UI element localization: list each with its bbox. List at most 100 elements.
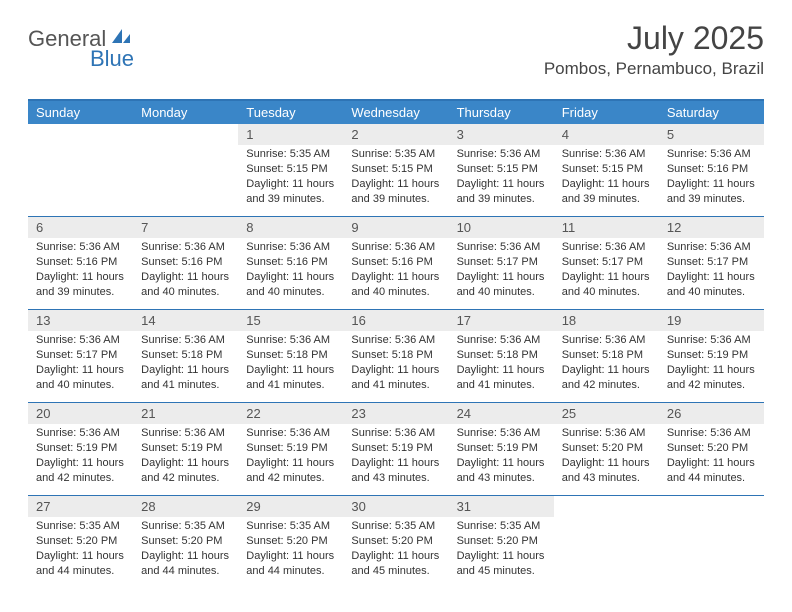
day-daylight2: and 40 minutes. (562, 285, 651, 300)
day-daylight1: Daylight: 11 hours (36, 363, 125, 378)
day-number: 19 (659, 310, 764, 331)
month-title: July 2025 (544, 20, 764, 57)
day-sunset: Sunset: 5:19 PM (141, 441, 230, 456)
day-cell: 7Sunrise: 5:36 AMSunset: 5:16 PMDaylight… (133, 217, 238, 309)
day-daylight1: Daylight: 11 hours (667, 270, 756, 285)
day-body: Sunrise: 5:36 AMSunset: 5:16 PMDaylight:… (659, 145, 764, 206)
day-daylight2: and 42 minutes. (667, 378, 756, 393)
day-sunrise: Sunrise: 5:35 AM (36, 519, 125, 534)
day-daylight1: Daylight: 11 hours (246, 549, 335, 564)
dayheader-monday: Monday (133, 101, 238, 124)
week-row: 1Sunrise: 5:35 AMSunset: 5:15 PMDaylight… (28, 124, 764, 216)
day-body: Sunrise: 5:36 AMSunset: 5:16 PMDaylight:… (28, 238, 133, 299)
day-daylight1: Daylight: 11 hours (246, 363, 335, 378)
day-number: 1 (238, 124, 343, 145)
week-row: 20Sunrise: 5:36 AMSunset: 5:19 PMDayligh… (28, 402, 764, 495)
day-daylight1: Daylight: 11 hours (351, 270, 440, 285)
day-daylight1: Daylight: 11 hours (141, 456, 230, 471)
day-sunrise: Sunrise: 5:36 AM (36, 426, 125, 441)
day-daylight2: and 41 minutes. (457, 378, 546, 393)
day-body: Sunrise: 5:36 AMSunset: 5:19 PMDaylight:… (133, 424, 238, 485)
day-cell: 11Sunrise: 5:36 AMSunset: 5:17 PMDayligh… (554, 217, 659, 309)
day-cell: 3Sunrise: 5:36 AMSunset: 5:15 PMDaylight… (449, 124, 554, 216)
day-daylight2: and 40 minutes. (351, 285, 440, 300)
dayheader-saturday: Saturday (659, 101, 764, 124)
day-number: 17 (449, 310, 554, 331)
calendar-page: General July 2025 Pombos, Pernambuco, Br… (0, 0, 792, 604)
day-number: 31 (449, 496, 554, 517)
day-daylight2: and 40 minutes. (667, 285, 756, 300)
day-number: 4 (554, 124, 659, 145)
day-sunset: Sunset: 5:18 PM (562, 348, 651, 363)
day-number: 9 (343, 217, 448, 238)
day-number: 7 (133, 217, 238, 238)
day-daylight2: and 39 minutes. (667, 192, 756, 207)
day-number: 14 (133, 310, 238, 331)
day-daylight1: Daylight: 11 hours (351, 177, 440, 192)
week-row: 6Sunrise: 5:36 AMSunset: 5:16 PMDaylight… (28, 216, 764, 309)
dayheader-sunday: Sunday (28, 101, 133, 124)
day-sunset: Sunset: 5:16 PM (36, 255, 125, 270)
day-cell: 1Sunrise: 5:35 AMSunset: 5:15 PMDaylight… (238, 124, 343, 216)
day-daylight1: Daylight: 11 hours (562, 456, 651, 471)
day-sunrise: Sunrise: 5:36 AM (562, 147, 651, 162)
day-daylight2: and 40 minutes. (141, 285, 230, 300)
day-number: 12 (659, 217, 764, 238)
day-cell: 24Sunrise: 5:36 AMSunset: 5:19 PMDayligh… (449, 403, 554, 495)
day-daylight1: Daylight: 11 hours (36, 549, 125, 564)
day-daylight1: Daylight: 11 hours (457, 363, 546, 378)
day-number: 27 (28, 496, 133, 517)
day-sunrise: Sunrise: 5:35 AM (246, 519, 335, 534)
day-sunrise: Sunrise: 5:35 AM (351, 519, 440, 534)
dayheader-wednesday: Wednesday (343, 101, 448, 124)
day-sunrise: Sunrise: 5:36 AM (457, 147, 546, 162)
day-number: 10 (449, 217, 554, 238)
day-daylight2: and 43 minutes. (457, 471, 546, 486)
day-daylight2: and 43 minutes. (351, 471, 440, 486)
day-sunset: Sunset: 5:15 PM (457, 162, 546, 177)
day-daylight2: and 39 minutes. (457, 192, 546, 207)
day-daylight1: Daylight: 11 hours (246, 456, 335, 471)
week-row: 27Sunrise: 5:35 AMSunset: 5:20 PMDayligh… (28, 495, 764, 588)
day-number: 20 (28, 403, 133, 424)
day-body: Sunrise: 5:35 AMSunset: 5:20 PMDaylight:… (343, 517, 448, 578)
day-sunrise: Sunrise: 5:35 AM (457, 519, 546, 534)
day-cell (659, 496, 764, 588)
day-sunrise: Sunrise: 5:35 AM (351, 147, 440, 162)
day-number: 29 (238, 496, 343, 517)
day-cell: 12Sunrise: 5:36 AMSunset: 5:17 PMDayligh… (659, 217, 764, 309)
day-body: Sunrise: 5:36 AMSunset: 5:18 PMDaylight:… (343, 331, 448, 392)
day-daylight2: and 42 minutes. (36, 471, 125, 486)
day-number: 28 (133, 496, 238, 517)
day-cell: 5Sunrise: 5:36 AMSunset: 5:16 PMDaylight… (659, 124, 764, 216)
day-body: Sunrise: 5:36 AMSunset: 5:15 PMDaylight:… (449, 145, 554, 206)
day-sunset: Sunset: 5:19 PM (246, 441, 335, 456)
day-sunrise: Sunrise: 5:36 AM (351, 426, 440, 441)
day-daylight2: and 40 minutes. (36, 378, 125, 393)
day-body: Sunrise: 5:35 AMSunset: 5:20 PMDaylight:… (28, 517, 133, 578)
day-number: 3 (449, 124, 554, 145)
day-daylight2: and 39 minutes. (562, 192, 651, 207)
day-daylight2: and 42 minutes. (562, 378, 651, 393)
day-daylight2: and 41 minutes. (141, 378, 230, 393)
day-cell: 21Sunrise: 5:36 AMSunset: 5:19 PMDayligh… (133, 403, 238, 495)
day-sunset: Sunset: 5:19 PM (457, 441, 546, 456)
day-number: 26 (659, 403, 764, 424)
day-sunset: Sunset: 5:17 PM (36, 348, 125, 363)
day-daylight2: and 39 minutes. (351, 192, 440, 207)
day-daylight1: Daylight: 11 hours (141, 270, 230, 285)
day-daylight1: Daylight: 11 hours (562, 270, 651, 285)
day-daylight1: Daylight: 11 hours (351, 549, 440, 564)
day-cell: 18Sunrise: 5:36 AMSunset: 5:18 PMDayligh… (554, 310, 659, 402)
day-body: Sunrise: 5:35 AMSunset: 5:15 PMDaylight:… (343, 145, 448, 206)
day-cell: 14Sunrise: 5:36 AMSunset: 5:18 PMDayligh… (133, 310, 238, 402)
day-sunset: Sunset: 5:16 PM (246, 255, 335, 270)
day-number: 13 (28, 310, 133, 331)
day-daylight1: Daylight: 11 hours (141, 363, 230, 378)
day-sunrise: Sunrise: 5:36 AM (457, 240, 546, 255)
day-sunrise: Sunrise: 5:36 AM (36, 333, 125, 348)
day-daylight1: Daylight: 11 hours (351, 363, 440, 378)
day-number: 11 (554, 217, 659, 238)
day-cell: 15Sunrise: 5:36 AMSunset: 5:18 PMDayligh… (238, 310, 343, 402)
day-daylight1: Daylight: 11 hours (36, 456, 125, 471)
